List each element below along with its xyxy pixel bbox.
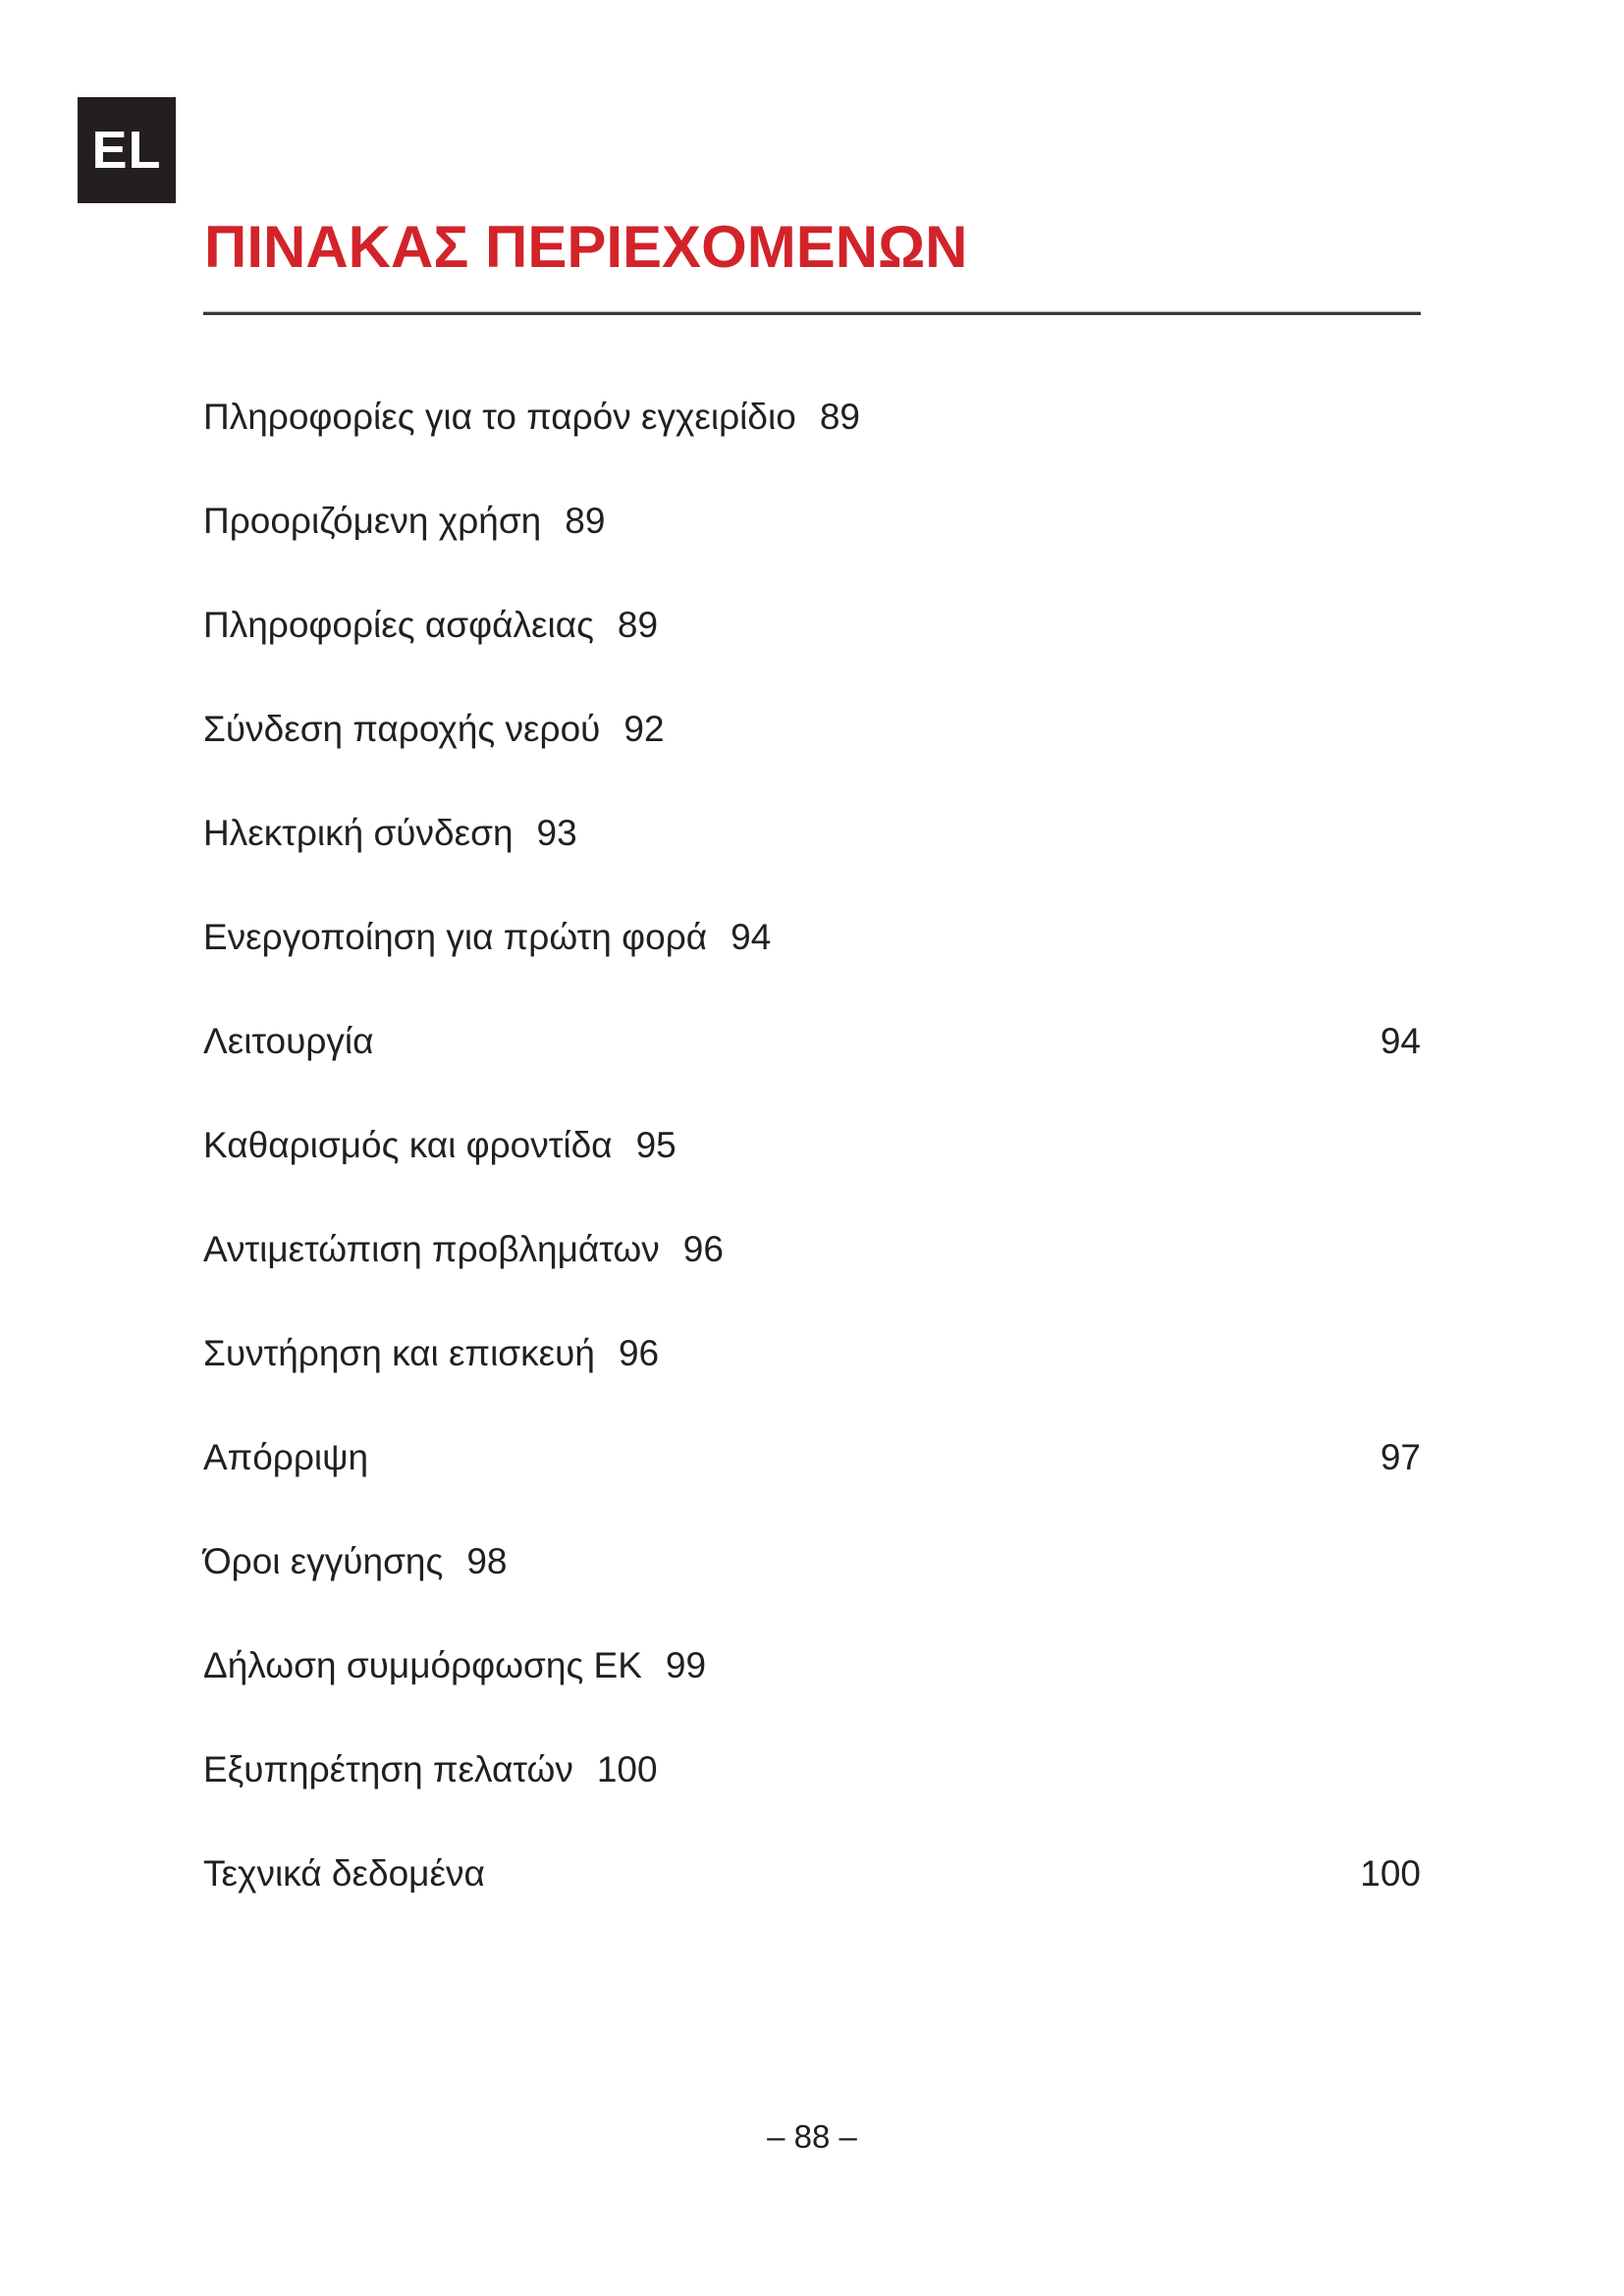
toc-entry-label: Ενεργοποίηση για πρώτη φορά <box>203 916 708 957</box>
page-title: ΠΙΝΑΚΑΣ ΠΕΡΙΕΧΟΜΕΝΩΝ <box>204 214 968 280</box>
toc-entry-label: Προοριζόμενη χρήση <box>203 500 542 541</box>
language-badge-label: EL <box>91 121 162 180</box>
toc-entry-label: Όροι εγγύησης <box>203 1540 444 1581</box>
toc-entry-page-number: 96 <box>682 1228 724 1269</box>
toc-entry: Προοριζόμενη χρήση 89 <box>203 469 1421 573</box>
toc-entry-page-number: 93 <box>536 812 577 853</box>
toc-entry-label: Τεχνικά δεδομένα <box>203 1852 485 1894</box>
page-number-footer: – 88 – <box>767 2118 857 2155</box>
toc-entry-label: Αντιμετώπιση προβλημάτων <box>203 1228 660 1269</box>
toc-entry-label: Λειτουργία <box>203 1020 374 1061</box>
toc-entry: Τεχνικά δεδομένα 100 <box>203 1822 1421 1926</box>
toc-entry-page-number: 97 <box>1380 1436 1421 1477</box>
toc-entry: Σύνδεση παροχής νερού 92 <box>203 677 1421 781</box>
toc-entry: Καθαρισμός και φροντίδα 95 <box>203 1094 1421 1198</box>
toc-entry-label: Καθαρισμός και φροντίδα <box>203 1124 613 1165</box>
toc-entry-label: Απόρριψη <box>203 1436 369 1477</box>
toc-entry-page-number: 99 <box>665 1644 707 1685</box>
toc-entry: Εξυπηρέτηση πελατών 100 <box>203 1718 1421 1822</box>
toc-entry-label: Ηλεκτρική σύνδεση <box>203 812 514 853</box>
toc-entry: Ηλεκτρική σύνδεση 93 <box>203 781 1421 885</box>
toc-entry: Συντήρηση και επισκευή 96 <box>203 1302 1421 1406</box>
toc-entry: Πληροφορίες ασφάλειας 89 <box>203 573 1421 677</box>
toc-entry-page-number: 95 <box>635 1124 677 1165</box>
toc-entry-page-number: 96 <box>618 1332 660 1373</box>
toc-entry: Ενεργοποίηση για πρώτη φορά 94 <box>203 885 1421 989</box>
toc-entry-label: Δήλωση συμμόρφωσης ΕΚ <box>203 1644 642 1685</box>
toc-entry: Πληροφορίες για το παρόν εγχειρίδιο 89 <box>203 365 1421 469</box>
toc-entry: Λειτουργία 94 <box>203 989 1421 1094</box>
toc-entry-label: Πληροφορίες για το παρόν εγχειρίδιο <box>203 396 796 437</box>
toc-entry-label: Εξυπηρέτηση πελατών <box>203 1748 573 1789</box>
toc-entry-page-number: 92 <box>623 708 665 749</box>
language-badge: EL <box>78 97 176 203</box>
toc-entry: Απόρριψη 97 <box>203 1406 1421 1510</box>
toc-entry-page-number: 89 <box>565 500 606 541</box>
toc-entry-page-number: 94 <box>731 916 772 957</box>
toc-list: Πληροφορίες για το παρόν εγχειρίδιο 89 Προ… <box>203 365 1421 1926</box>
toc-entry-page-number: 100 <box>596 1748 658 1789</box>
toc-entry-page-number: 89 <box>617 604 659 645</box>
toc-entry-page-number: 98 <box>466 1540 508 1581</box>
toc-entry-label: Σύνδεση παροχής νερού <box>203 708 601 749</box>
toc-entry-label: Πληροφορίες ασφάλειας <box>203 604 594 645</box>
toc-entry-page-number: 100 <box>1360 1852 1421 1894</box>
toc-entry: Όροι εγγύησης 98 <box>203 1510 1421 1614</box>
toc-entry-label: Συντήρηση και επισκευή <box>203 1332 595 1373</box>
toc-entry: Δήλωση συμμόρφωσης ΕΚ 99 <box>203 1614 1421 1718</box>
title-divider <box>203 312 1421 315</box>
toc-entry-page-number: 89 <box>819 396 860 437</box>
toc-entry: Αντιμετώπιση προβλημάτων 96 <box>203 1198 1421 1302</box>
toc-entry-page-number: 94 <box>1380 1020 1421 1061</box>
